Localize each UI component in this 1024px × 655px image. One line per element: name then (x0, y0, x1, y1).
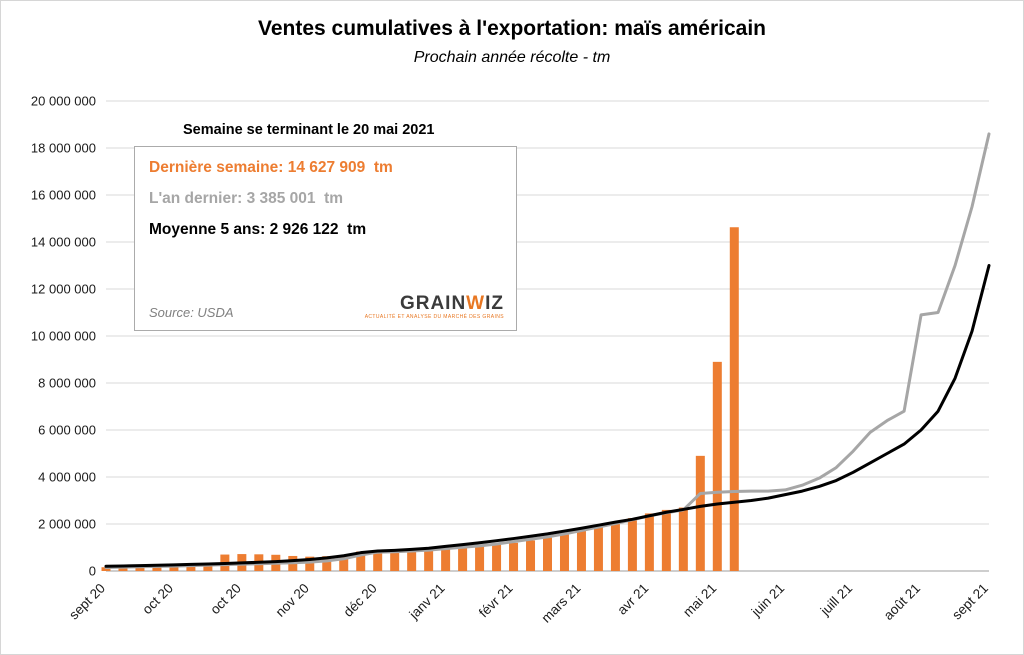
svg-text:2 000 000: 2 000 000 (38, 517, 96, 532)
last-year-value: L'an dernier: 3 385 001 tm (149, 190, 344, 207)
svg-text:12 000 000: 12 000 000 (31, 282, 96, 297)
logo-grain-text: GRAIN (399, 293, 467, 314)
svg-text:20 000 000: 20 000 000 (31, 94, 96, 109)
grainwiz-tagline: ACTUALITÉ ET ANALYSE DU MARCHÉ DES GRAIN… (364, 314, 504, 320)
svg-text:4 000 000: 4 000 000 (38, 470, 96, 485)
svg-text:18 000 000: 18 000 000 (31, 141, 96, 156)
annotation-box: Dernière semaine: 14 627 909 tm L'an der… (134, 146, 517, 331)
five-year-average-value: Moyenne 5 ans: 2 926 122 tm (149, 221, 367, 238)
svg-text:août 21: août 21 (881, 581, 923, 623)
svg-text:6 000 000: 6 000 000 (38, 423, 96, 438)
svg-text:sept 20: sept 20 (66, 581, 108, 623)
svg-text:févr 21: févr 21 (476, 581, 516, 621)
x-axis-labels: sept 20 oct 20 oct 20 nov 20 déc 20 janv 21 fé… (66, 581, 991, 626)
svg-text:oct 20: oct 20 (139, 581, 176, 618)
svg-text:sept 21: sept 21 (949, 581, 991, 623)
grainwiz-logo: GRAINWIZ ACTUALITÉ ET ANALYSE DU MARCHÉ … (365, 294, 504, 320)
svg-text:mai 21: mai 21 (680, 581, 719, 620)
svg-text:oct 20: oct 20 (207, 581, 244, 618)
annotation-footer: Source: USDA GRAINWIZ ACTUALITÉ ET ANALY… (149, 294, 504, 320)
line-avg-5yr (104, 264, 991, 568)
svg-text:juin 21: juin 21 (748, 581, 787, 620)
svg-text:0: 0 (89, 564, 96, 579)
svg-text:janv 21: janv 21 (406, 581, 448, 623)
source-label: Source: USDA (149, 305, 234, 320)
svg-text:mars 21: mars 21 (538, 581, 583, 626)
y-axis-labels: 0 2 000 000 4 000 000 6 000 000 8 000 000 10 … (31, 94, 96, 579)
svg-text:avr 21: avr 21 (614, 581, 651, 618)
week-ending-heading: Semaine se terminant le 20 mai 2021 (179, 122, 439, 138)
logo-iz-text: IZ (485, 293, 504, 314)
chart-title: Ventes cumulatives à l'exportation: maïs… (257, 17, 767, 40)
svg-text:16 000 000: 16 000 000 (31, 188, 96, 203)
svg-text:8 000 000: 8 000 000 (38, 376, 96, 391)
svg-text:nov 20: nov 20 (273, 581, 312, 620)
svg-text:juill 21: juill 21 (817, 581, 855, 619)
svg-text:14 000 000: 14 000 000 (31, 235, 96, 250)
chart-subtitle: Prochain année récolte - tm (413, 49, 611, 66)
logo-w-icon: W (466, 293, 486, 314)
last-week-value: Dernière semaine: 14 627 909 tm (149, 159, 393, 176)
grainwiz-wordmark: GRAINWIZ (365, 294, 504, 313)
svg-text:10 000 000: 10 000 000 (31, 329, 96, 344)
svg-text:déc 20: déc 20 (341, 581, 380, 620)
